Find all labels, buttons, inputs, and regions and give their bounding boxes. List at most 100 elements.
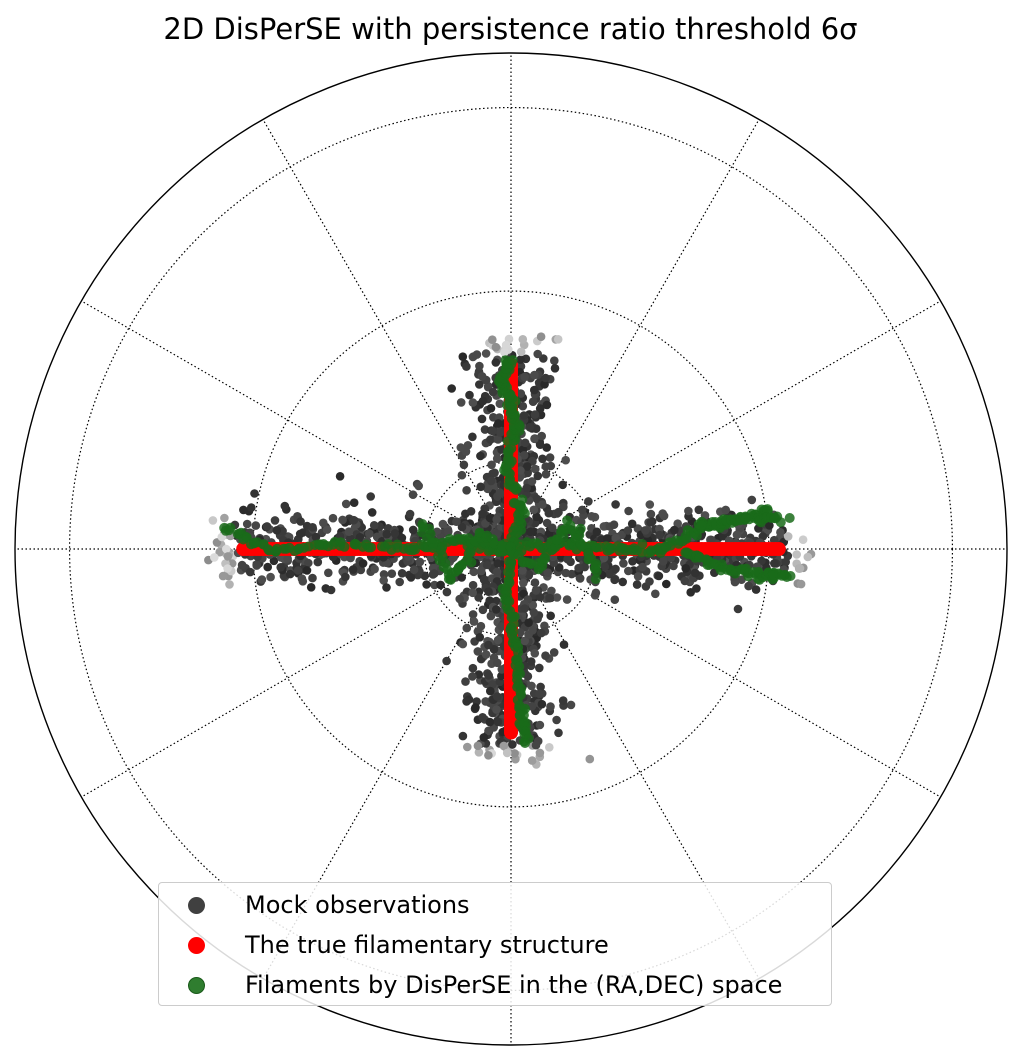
mock-observation-point: [370, 564, 379, 574]
mock-observation-point: [285, 569, 295, 579]
plot-boundary: [14, 52, 1008, 1046]
mock-observation-point: [335, 472, 345, 481]
grid-meridian-210: [81, 548, 512, 798]
mock-observation-point: [341, 499, 351, 509]
mock-observation-point: [610, 595, 620, 604]
mock-observation-point: [270, 516, 280, 525]
mock-observation-point: [442, 656, 451, 666]
mock-observation-point: [468, 580, 478, 590]
mock-observation-point: [326, 585, 336, 595]
mock-observation-point: [633, 572, 643, 581]
mock-observation-point: [478, 713, 487, 722]
mock-observation-point: [523, 468, 532, 478]
disperse-filament-point: [224, 525, 234, 536]
mock-observation-point: [533, 614, 542, 624]
mock-observation-point: [457, 470, 467, 480]
mock-observation-point: [484, 640, 493, 650]
mock-observation-point: [546, 611, 555, 621]
mock-observation-point: [542, 400, 552, 410]
mock-observation-point: [508, 740, 517, 749]
mock-observation-point: [458, 731, 468, 741]
mock-observation-point: [530, 385, 539, 395]
mock-observation-point: [397, 569, 407, 578]
mock-observation-point: [530, 370, 539, 380]
grid-meridian-60: [510, 119, 760, 550]
mock-observation-point: [599, 522, 609, 531]
mock-observation-point: [540, 380, 549, 389]
mock-observation-point: [395, 577, 405, 587]
disperse-filament-point: [507, 355, 518, 366]
mock-observation-point: [530, 434, 539, 444]
mock-observation-point: [770, 559, 779, 568]
mock-observation-point: [465, 390, 474, 400]
disperse-filament-point: [504, 596, 515, 607]
mock-observation-point: [328, 513, 338, 523]
mock-observation-point: [781, 557, 790, 567]
mock-observation-point: [223, 552, 233, 561]
mock-observation-point: [349, 515, 359, 525]
mock-observation-point: [276, 563, 286, 572]
grid-meridian-330: [510, 548, 941, 798]
mock-observation-point: [414, 481, 424, 491]
mock-observation-point: [655, 530, 664, 540]
mock-observation-point: [324, 568, 333, 578]
mock-observation-point: [531, 740, 541, 750]
mock-observation-point: [680, 576, 690, 586]
disperse-filament-point: [775, 517, 786, 528]
mock-observation-point: [602, 534, 612, 543]
chart-title: 2D DisPerSE with persistence ratio thres…: [163, 12, 858, 46]
mock-observation-point: [538, 454, 547, 464]
mock-observation-point: [531, 464, 540, 474]
mock-observation-point: [520, 604, 529, 613]
mock-observation-point: [776, 528, 785, 537]
mock-observation-point: [541, 651, 550, 660]
mock-observation-point: [456, 443, 466, 452]
mock-observation-point: [611, 564, 620, 574]
disperse-filament-point: [497, 541, 508, 552]
mock-observation-point: [577, 505, 587, 515]
mock-observation-point: [574, 563, 583, 573]
mock-observation-point: [624, 566, 633, 576]
mock-observation-point: [462, 697, 471, 706]
mock-observation-point: [355, 533, 365, 542]
mock-observation-point: [493, 435, 503, 444]
mock-observation-point: [537, 431, 546, 441]
mock-observation-point: [478, 509, 487, 519]
mock-observation-point: [280, 501, 290, 511]
mock-observation-point: [473, 741, 483, 751]
mock-observation-point: [455, 594, 465, 604]
mock-observation-point: [490, 468, 499, 478]
mock-observation-point: [247, 503, 256, 512]
mock-observation-point: [491, 358, 501, 367]
mock-observation-point: [474, 593, 483, 602]
mock-observation-point: [223, 564, 232, 573]
mock-observation-point: [338, 515, 347, 525]
disperse-filament-point: [590, 574, 601, 585]
mock-observation-point: [528, 456, 537, 466]
mock-observation-point: [486, 611, 496, 621]
mock-observation-point: [349, 498, 359, 508]
mock-observation-point: [692, 584, 701, 593]
mock-observation-point: [486, 686, 495, 696]
mock-observation-point: [387, 569, 397, 578]
disperse-filament-point: [562, 515, 573, 526]
mock-observation-point: [492, 567, 502, 577]
mock-observation-point: [562, 595, 572, 604]
mock-observation-point: [541, 462, 551, 471]
mock-observation-point: [528, 397, 538, 407]
legend-item-mock-observations: Mock observations: [159, 887, 470, 923]
mock-observation-point: [528, 600, 538, 610]
disperse-filament-point: [784, 513, 795, 523]
mock-observation-point: [488, 387, 498, 397]
mock-observation-point: [516, 466, 525, 475]
mock-observation-point: [497, 671, 506, 681]
mock-observation-point: [654, 571, 664, 581]
mock-observation-point: [532, 494, 542, 504]
mock-observation-point: [497, 665, 507, 674]
mock-observation-point: [484, 671, 494, 680]
mock-observation-point: [468, 610, 478, 619]
mock-observation-point: [537, 699, 547, 709]
grid-meridian-120: [262, 119, 512, 550]
mock-observation-point: [478, 605, 488, 615]
mock-observation-point: [641, 526, 650, 535]
